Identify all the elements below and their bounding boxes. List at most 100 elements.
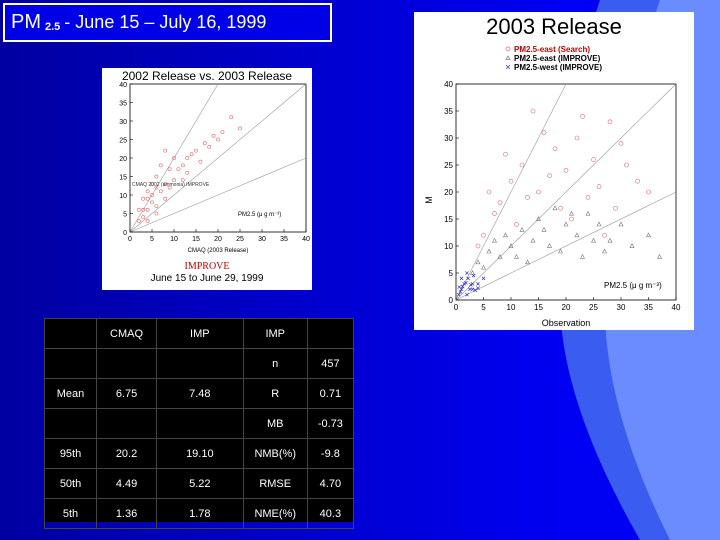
title-pm: PM: [11, 11, 41, 33]
table-cell: MB: [242, 408, 308, 439]
y-tick-label: 25: [119, 138, 127, 145]
data-point: [486, 189, 492, 195]
left-x-axis-label: CMAQ (2003 Release): [188, 248, 249, 254]
table-cell: [156, 408, 244, 439]
data-point: [596, 184, 602, 189]
data-point: [473, 288, 478, 293]
table-cell: 6.75: [96, 378, 157, 409]
legend-label: PM2.5-east (IMPROVE): [514, 54, 601, 63]
data-point: [618, 141, 624, 146]
data-point: [602, 248, 607, 254]
data-point: [552, 205, 558, 211]
y-tick-label: 10: [119, 193, 127, 200]
right-scatter-plot: PM2.5-east (Search)PM2.5-east (IMPROVE)P…: [424, 45, 681, 328]
data-point: [207, 145, 212, 149]
data-point: [486, 248, 492, 254]
right-x-axis-label: Observation: [542, 318, 591, 328]
data-point: [547, 173, 552, 179]
data-point: [471, 273, 476, 278]
data-point: [163, 196, 168, 201]
data-point: [536, 216, 541, 221]
y-tick-label: 15: [444, 215, 453, 224]
data-point: [136, 218, 141, 223]
data-point: [466, 276, 470, 281]
data-point: [492, 237, 497, 243]
data-point: [508, 178, 514, 184]
data-point: [481, 264, 486, 270]
data-point: [465, 292, 469, 297]
table-cell: [96, 408, 157, 439]
data-point: [481, 232, 486, 238]
x-tick-label: 40: [302, 236, 310, 243]
table-cell: 20.2: [96, 438, 157, 469]
data-point: [530, 237, 536, 243]
data-point: [585, 195, 591, 200]
y-tick-label: 20: [444, 188, 453, 197]
data-point: [185, 170, 190, 175]
data-point: [464, 280, 468, 285]
slide-title: PM 2.5 - June 15 – July 16, 1999: [3, 3, 332, 42]
data-point: [574, 232, 580, 238]
x-tick-label: 20: [214, 236, 222, 243]
data-point: [145, 207, 150, 212]
data-point: [158, 189, 163, 194]
x-tick-label: 30: [258, 236, 266, 243]
data-point: [530, 108, 536, 114]
reference-line-1-1: [455, 83, 677, 301]
x-tick-label: 25: [589, 303, 598, 312]
data-point: [216, 137, 220, 142]
data-point: [569, 216, 574, 222]
data-point: [154, 211, 159, 216]
data-point: [618, 221, 624, 227]
data-point: [172, 156, 176, 160]
data-point: [158, 163, 163, 168]
table-cell: 0.71: [306, 378, 355, 409]
data-point: [514, 253, 519, 259]
table-header-cell: CMAQ: [96, 318, 157, 349]
data-point: [591, 237, 596, 243]
x-tick-label: 15: [534, 303, 543, 312]
left-species-label: PM2.5 (μ g m⁻³): [238, 212, 281, 218]
data-point: [185, 156, 190, 160]
x-tick-label: 35: [644, 303, 653, 312]
y-tick-label: 30: [119, 119, 127, 126]
x-tick-label: 15: [192, 236, 200, 243]
data-point: [467, 287, 472, 292]
table-row: n 457: [43, 348, 355, 379]
data-point: [646, 232, 651, 238]
reference-line-1-2: [129, 157, 307, 233]
y-tick-label: 0: [123, 230, 127, 237]
data-point: [591, 157, 596, 162]
data-point: [497, 200, 503, 206]
right-chart-title: 2003 Release: [486, 14, 622, 39]
x-tick-label: 30: [617, 303, 626, 312]
y-tick-label: 40: [444, 80, 453, 89]
right-y-axis-label: M: [424, 196, 434, 204]
data-point: [657, 253, 662, 259]
data-point: [563, 221, 569, 227]
table-header-cell: [306, 318, 355, 349]
data-point: [470, 287, 475, 292]
x-tick-label: 10: [507, 303, 516, 312]
data-point: [613, 205, 618, 211]
data-point: [459, 276, 464, 281]
data-point: [503, 151, 508, 157]
data-point: [508, 243, 514, 248]
data-point: [481, 276, 486, 281]
data-point: [180, 178, 185, 183]
data-point: [154, 174, 159, 179]
data-point: [469, 283, 473, 287]
y-tick-label: 0: [449, 296, 454, 305]
data-point: [635, 178, 640, 184]
left-legend-text: CMAQ 2002 (ammonia) IMPROVE: [132, 182, 210, 188]
data-point: [552, 146, 558, 152]
data-point: [136, 207, 141, 212]
table-cell: 7.48: [156, 378, 244, 409]
data-point: [154, 204, 159, 209]
data-point: [580, 114, 585, 119]
y-tick-label: 35: [444, 107, 453, 116]
data-point: [476, 286, 480, 290]
table-cell: 457: [306, 348, 355, 379]
table-header-cell: IMP: [156, 318, 244, 349]
data-point: [536, 189, 541, 195]
